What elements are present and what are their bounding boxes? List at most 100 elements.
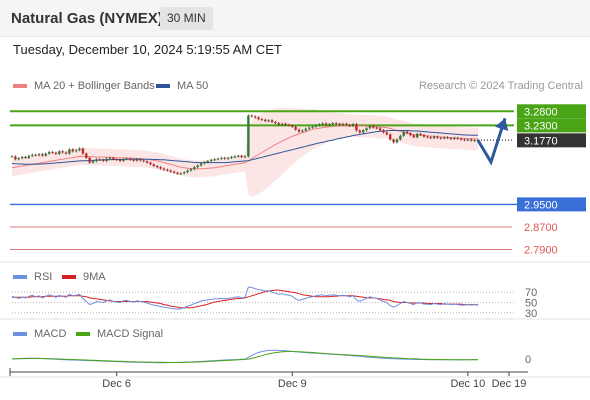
candle — [378, 128, 382, 131]
legend-rsi-label: RSI — [34, 271, 53, 283]
legend-ma20-label: MA 20 + Bollinger Bands — [34, 80, 155, 92]
candle — [74, 150, 78, 152]
candle — [189, 169, 193, 171]
level-badge-3: 3.1770 — [517, 133, 586, 148]
candle — [345, 123, 348, 125]
macd-signal-line — [11, 351, 478, 363]
candle — [118, 159, 122, 161]
legend-macd: MACD — [13, 328, 66, 340]
candle — [382, 130, 385, 133]
level-badge-bg — [517, 133, 586, 148]
candle — [71, 149, 74, 152]
level-badge-5: 2.8700 — [524, 222, 558, 234]
candle — [304, 128, 307, 131]
candle — [405, 131, 409, 134]
macd-tick-label: 0 — [525, 354, 531, 366]
candle — [169, 170, 172, 172]
research-credit: Research © 2024 Trading Central — [418, 80, 583, 92]
candle — [142, 160, 145, 162]
candle — [101, 159, 105, 161]
candle — [132, 159, 135, 161]
candle — [412, 135, 416, 138]
candle — [166, 169, 169, 171]
macd-swatch — [13, 332, 27, 336]
candle — [226, 157, 230, 159]
candle — [277, 123, 280, 125]
candle — [314, 125, 318, 127]
candle — [186, 170, 189, 173]
candle — [37, 154, 41, 156]
candle — [98, 159, 101, 161]
candle — [402, 131, 405, 136]
candle — [264, 119, 267, 122]
candle — [355, 123, 358, 131]
candle — [274, 122, 277, 124]
candle — [14, 156, 17, 160]
ma20-swatch — [13, 84, 27, 88]
candle — [439, 137, 443, 139]
candle — [260, 119, 264, 121]
candle — [311, 126, 314, 128]
legend-rsi: RSI — [13, 271, 52, 283]
chart-datetime: Tuesday, December 10, 2024 5:19:55 AM CE… — [13, 42, 282, 57]
candle — [88, 157, 91, 163]
candle — [449, 138, 453, 140]
candle — [172, 171, 176, 173]
candle — [220, 157, 223, 159]
candle — [267, 120, 270, 122]
bollinger-band — [12, 107, 478, 197]
candle — [294, 126, 297, 130]
candle — [58, 151, 61, 154]
legend-ma50: MA 50 — [156, 80, 208, 92]
candle — [122, 159, 125, 161]
candle — [128, 158, 132, 160]
level-badge-bg — [517, 118, 586, 133]
candle — [183, 172, 186, 174]
ma50-swatch — [156, 84, 170, 88]
candle — [473, 140, 476, 142]
candle — [419, 133, 422, 135]
rsi-line — [11, 286, 479, 310]
candle — [348, 124, 351, 126]
ma9-swatch — [62, 275, 76, 279]
candle — [372, 125, 375, 128]
candle — [463, 139, 466, 141]
candle — [436, 136, 439, 138]
candle — [392, 139, 395, 143]
candle — [44, 153, 47, 156]
candle — [152, 164, 156, 167]
candle — [287, 124, 291, 126]
candle — [453, 137, 456, 139]
candle — [368, 125, 372, 129]
legend-9ma-label: 9MA — [83, 271, 106, 283]
candle — [466, 139, 470, 141]
candle — [243, 156, 247, 158]
macd-line — [11, 349, 478, 364]
legend-ma20: MA 20 + Bollinger Bands — [13, 80, 155, 92]
time-tick-label: Dec 9 — [278, 378, 307, 390]
candle — [257, 117, 260, 120]
timeframe-badge[interactable]: 30 MIN — [160, 7, 213, 30]
level-label: 2.7900 — [524, 245, 558, 257]
candle — [297, 129, 301, 132]
candle — [291, 125, 294, 127]
candle — [399, 135, 402, 140]
candle — [213, 159, 216, 161]
candle — [358, 130, 362, 133]
rsi-swatch — [13, 275, 27, 279]
ma20-line — [11, 125, 478, 170]
instrument-title: Natural Gas (NYMEX) — [11, 10, 163, 27]
candle — [54, 152, 58, 154]
candle — [31, 154, 34, 156]
candle — [426, 136, 429, 138]
candle — [20, 156, 24, 159]
candle — [416, 133, 419, 138]
candle — [156, 166, 159, 168]
rsi-tick-label: 50 — [525, 298, 537, 310]
level-badge-bg — [517, 197, 586, 212]
level-label: 2.8700 — [524, 222, 558, 234]
candle — [375, 127, 378, 129]
candle — [253, 116, 257, 118]
legend-macd-label: MACD — [34, 328, 67, 340]
